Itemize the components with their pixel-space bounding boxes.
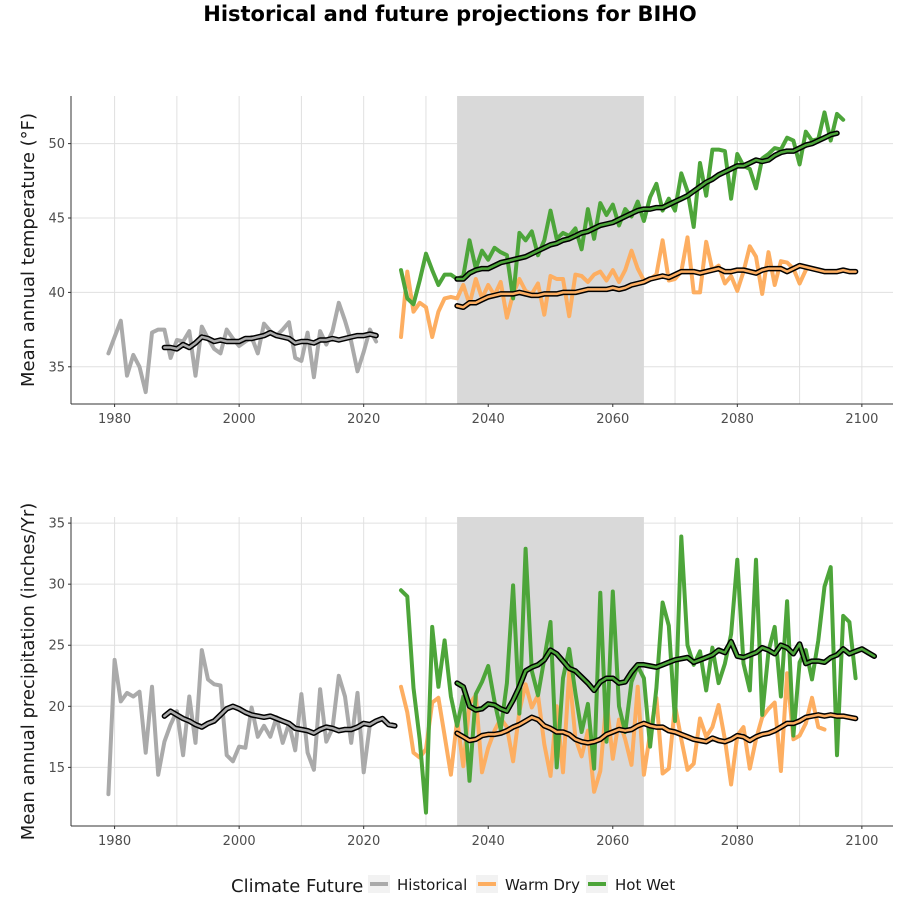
smooth-line-warm-dry xyxy=(455,264,857,309)
y-axis-label: Mean annual temperature (°F) xyxy=(18,113,39,387)
chart-panels: 1980 2000 2020 2040 2060 2080 2100 35 40 45 50 Mean… xyxy=(18,96,893,849)
y-tick-label: 40 xyxy=(48,286,65,301)
y-tick-label: 15 xyxy=(48,761,65,776)
panel-2: 1980 2000 2020 2040 2060 2080 2100 15 20 25 30 35 Me… xyxy=(18,503,893,849)
smooth-line-hot-wet xyxy=(455,131,839,281)
series-line-warm-dry xyxy=(399,670,827,794)
x-tick-label: 2060 xyxy=(596,834,629,849)
series-line-hot-wet xyxy=(399,534,858,815)
legend: Climate Future Historical Warm Dry Hot Wet xyxy=(231,875,675,897)
y-tick-label: 35 xyxy=(48,360,65,375)
x-tick-label: 2100 xyxy=(845,412,878,427)
x-tick-label: 2000 xyxy=(223,834,256,849)
panel-1: 1980 2000 2020 2040 2060 2080 2100 35 40 45 50 Mean… xyxy=(18,96,893,427)
legend-label: Hot Wet xyxy=(615,876,675,894)
x-tick-label: 2040 xyxy=(472,412,505,427)
smooth-line-warm-dry xyxy=(455,713,857,745)
x-tick-label: 2100 xyxy=(845,834,878,849)
y-tick-label: 25 xyxy=(48,639,65,654)
y-tick-label: 30 xyxy=(48,578,65,593)
shaded-period xyxy=(457,96,644,404)
legend-item-hot-wet: Hot Wet xyxy=(586,875,675,894)
y-tick-label: 20 xyxy=(48,700,65,715)
smooth-line-hot-wet xyxy=(455,640,876,713)
legend-label: Warm Dry xyxy=(505,876,580,894)
x-tick-label: 2060 xyxy=(596,412,629,427)
x-tick-label: 2040 xyxy=(472,834,505,849)
y-tick-label: 35 xyxy=(48,517,65,532)
y-tick-label: 45 xyxy=(48,212,65,227)
series-line-historical xyxy=(106,300,379,395)
y-tick-label: 50 xyxy=(48,137,65,152)
smooth-line-historical xyxy=(163,331,378,351)
x-tick-label: 2000 xyxy=(223,412,256,427)
legend-title: Climate Future xyxy=(231,876,363,897)
x-tick-label: 1980 xyxy=(98,834,131,849)
legend-item-warm-dry: Warm Dry xyxy=(476,875,580,894)
x-tick-label: 1980 xyxy=(98,412,131,427)
x-tick-label: 2080 xyxy=(721,834,754,849)
series-line-historical xyxy=(106,648,372,797)
smooth-line-historical xyxy=(163,705,397,735)
x-tick-label: 2080 xyxy=(721,412,754,427)
chart-title: Historical and future projections for BI… xyxy=(203,2,696,26)
x-tick-label: 2020 xyxy=(347,412,380,427)
legend-item-historical: Historical xyxy=(368,875,467,894)
legend-label: Historical xyxy=(397,876,467,894)
y-axis-label: Mean annual precipitation (inches/Yr) xyxy=(18,503,39,841)
x-tick-label: 2020 xyxy=(347,834,380,849)
